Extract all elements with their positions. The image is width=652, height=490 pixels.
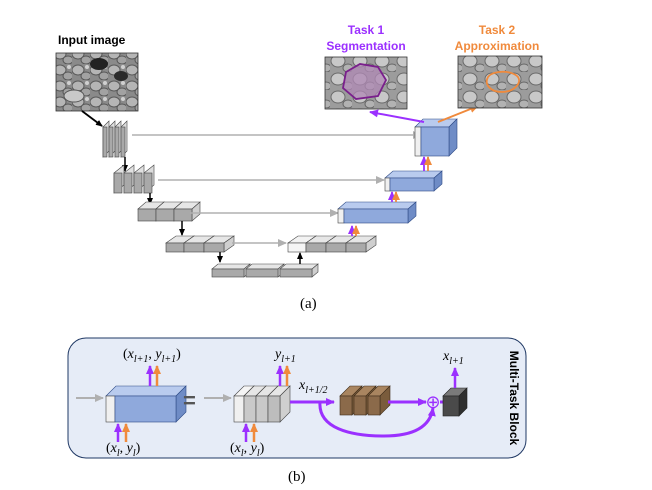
caption-a: (a): [300, 296, 317, 312]
equals-sign: =: [183, 388, 196, 413]
multitask-panel: [67, 337, 527, 459]
task2-subtitle: Approximation: [455, 39, 540, 53]
residual-conv-layers: [339, 385, 391, 416]
task2-title: Task 2: [479, 23, 516, 37]
formula-x-out: xl+1: [442, 349, 464, 367]
formula-x-half: xl+1/2: [298, 378, 328, 396]
task2-label: Task 2 Approximation: [455, 23, 540, 53]
encoder-level-4: [165, 235, 235, 253]
residual-skip-arc: [318, 401, 436, 438]
segmentation-image: [324, 56, 408, 110]
formula-in-left: (xl, yl): [106, 441, 141, 459]
formula-y-out: yl+1: [273, 347, 296, 365]
expanded-conv-layers: [233, 385, 291, 423]
encoder-level-2: [113, 164, 155, 194]
input-arrow: [81, 110, 103, 127]
formula-out-left: (xl+1, yl+1): [123, 347, 181, 365]
caption-b: (b): [288, 469, 306, 485]
task1-arrow: [369, 109, 425, 123]
plus-operator: ⊕: [425, 392, 440, 412]
task1-subtitle: Segmentation: [326, 39, 405, 53]
multitask-block-diagram: Multi-Task Block (xl+1, yl+1) (xl, yl) =: [67, 337, 527, 485]
input-image: [55, 52, 139, 112]
decoder-level-4: [287, 235, 377, 253]
input-image-label: Input image: [58, 33, 126, 47]
task1-label: Task 1 Segmentation: [326, 23, 405, 53]
encoder-level-1: [102, 120, 128, 158]
approximation-image: [457, 55, 543, 109]
bottleneck: [211, 263, 319, 278]
encoder-level-3: [137, 201, 201, 222]
unet-diagram: Input image: [55, 23, 543, 312]
formula-in-mid: (xl, yl): [230, 441, 265, 459]
decoder-level-1: [414, 118, 458, 157]
multitask-block-compact: [105, 385, 187, 423]
task2-arrow: [437, 105, 479, 123]
task1-title: Task 1: [348, 23, 385, 37]
output-block: [442, 387, 468, 417]
decoder-level-3: [337, 201, 417, 224]
multitask-block-label: Multi-Task Block: [507, 351, 521, 446]
decoder-level-2: [384, 170, 443, 192]
